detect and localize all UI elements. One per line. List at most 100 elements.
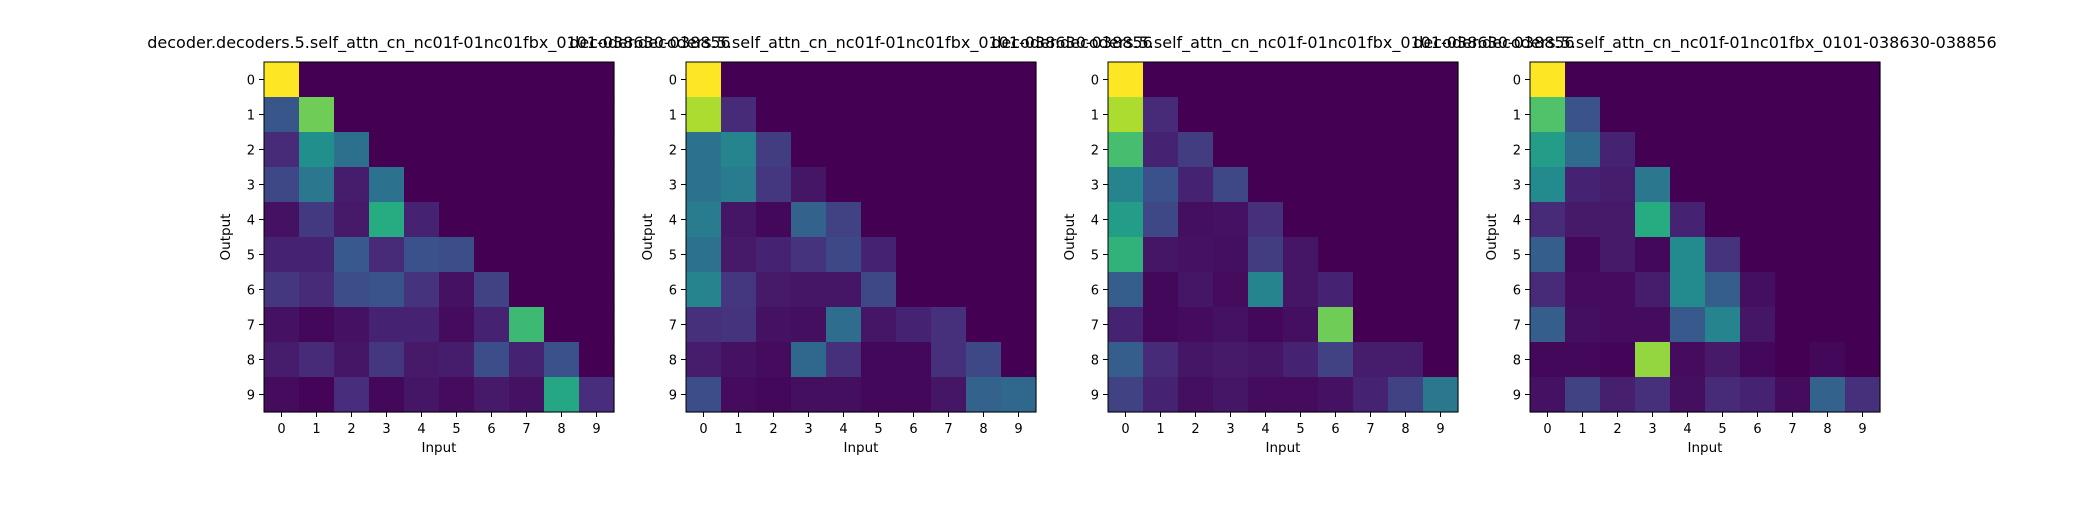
heatmap-cell-r2-c5 — [439, 132, 475, 168]
x-tick-label: 5 — [452, 422, 460, 437]
heatmap-cell-r8-c1 — [299, 342, 335, 378]
heatmap-cell-r3-c2 — [1178, 167, 1214, 203]
heatmap-cell-r3-c4 — [404, 167, 440, 203]
heatmap-cell-r9-c6 — [896, 377, 932, 413]
heatmap-cell-r1-c7 — [931, 97, 967, 133]
heatmap-cell-r0-c1 — [1143, 62, 1179, 98]
heatmap-cell-r6-c3 — [1213, 272, 1249, 308]
x-tick-label: 2 — [347, 422, 355, 437]
heatmap-cell-r2-c4 — [826, 132, 862, 168]
y-tick-label: 4 — [1091, 214, 1099, 229]
heatmap-cell-r2-c3 — [791, 132, 827, 168]
heatmap-cell-r4-c8 — [966, 202, 1002, 238]
heatmap-cell-r4-c7 — [1353, 202, 1389, 238]
heatmap-cell-r7-c4 — [1248, 307, 1284, 343]
y-tick-label: 6 — [669, 284, 677, 299]
heatmap-cell-r5-c8 — [1810, 237, 1846, 273]
heatmap-cell-r0-c2 — [334, 62, 370, 98]
heatmap-cell-r0-c2 — [1178, 62, 1214, 98]
heatmap-cell-r7-c3 — [791, 307, 827, 343]
heatmap-cell-r6-c6 — [474, 272, 510, 308]
heatmap-cell-r5-c6 — [1740, 237, 1776, 273]
heatmap-cell-r0-c3 — [1213, 62, 1249, 98]
heatmap-cell-r6-c5 — [1705, 272, 1741, 308]
heatmap-cell-r9-c2 — [334, 377, 370, 413]
heatmap-cell-r6-c7 — [931, 272, 967, 308]
x-tick-label: 9 — [592, 422, 600, 437]
heatmap-cell-r5-c3 — [1635, 237, 1671, 273]
x-axis-label: Input — [422, 440, 457, 456]
heatmap-cell-r4-c6 — [896, 202, 932, 238]
heatmap-cell-r2-c8 — [1810, 132, 1846, 168]
heatmap-cell-r7-c6 — [474, 307, 510, 343]
y-tick-label: 3 — [1091, 179, 1099, 194]
y-tick-label: 0 — [1091, 74, 1099, 89]
y-tick-label: 2 — [1513, 144, 1521, 159]
heatmap-cell-r0-c5 — [439, 62, 475, 98]
heatmap-cell-r5-c4 — [1670, 237, 1706, 273]
heatmap-cell-r5-c2 — [1178, 237, 1214, 273]
heatmap-cell-r5-c8 — [966, 237, 1002, 273]
heatmap-cell-r3-c3 — [791, 167, 827, 203]
heatmap-cell-r0-c1 — [1565, 62, 1601, 98]
heatmap-cell-r5-c2 — [334, 237, 370, 273]
heatmap-cell-r5-c1 — [299, 237, 335, 273]
heatmap-cell-r3-c4 — [826, 167, 862, 203]
heatmap-cell-r0-c2 — [1600, 62, 1636, 98]
heatmap-cell-r2-c2 — [756, 132, 792, 168]
heatmap-cell-r8-c7 — [1353, 342, 1389, 378]
heatmap-cell-r0-c6 — [1740, 62, 1776, 98]
heatmap-cell-r6-c8 — [966, 272, 1002, 308]
heatmap-cell-r1-c7 — [1775, 97, 1811, 133]
heatmap-cell-r6-c6 — [1318, 272, 1354, 308]
heatmap-cell-r4-c8 — [544, 202, 580, 238]
heatmap-cell-r3-c1 — [299, 167, 335, 203]
axes-frame — [685, 61, 1037, 413]
heatmap-cell-r2-c6 — [1740, 132, 1776, 168]
y-axis-label: Output — [1484, 214, 1500, 261]
x-tick-label: 9 — [1014, 422, 1022, 437]
heatmap-cell-r1-c9 — [579, 97, 615, 133]
heatmap-cell-r1-c2 — [1600, 97, 1636, 133]
heatmap-cell-r2-c7 — [1775, 132, 1811, 168]
y-tick-label: 1 — [1091, 109, 1099, 124]
heatmap-cell-r4-c4 — [1670, 202, 1706, 238]
heatmap-cell-r1-c6 — [1318, 97, 1354, 133]
heatmap-cell-r0-c7 — [931, 62, 967, 98]
heatmap-cell-r6-c2 — [756, 272, 792, 308]
heatmap-cell-r1-c6 — [474, 97, 510, 133]
heatmap-cell-r1-c4 — [826, 97, 862, 133]
x-tick-label: 5 — [1718, 422, 1726, 437]
heatmap-cell-r8-c5 — [1705, 342, 1741, 378]
heatmap-cell-r7-c0 — [1108, 307, 1144, 343]
heatmap-cell-r4-c4 — [404, 202, 440, 238]
heatmap-cell-r9-c3 — [791, 377, 827, 413]
heatmap-cell-r6-c9 — [1845, 272, 1881, 308]
heatmap-cell-r3-c1 — [721, 167, 757, 203]
heatmap-cell-r5-c2 — [756, 237, 792, 273]
heatmap-cell-r2-c2 — [1600, 132, 1636, 168]
x-tick-label: 7 — [1366, 422, 1374, 437]
heatmap-cell-r6-c3 — [791, 272, 827, 308]
x-tick-label: 0 — [1543, 422, 1551, 437]
heatmap-cell-r0-c7 — [1353, 62, 1389, 98]
heatmap-cell-r4-c3 — [1213, 202, 1249, 238]
heatmap-cell-r4-c3 — [369, 202, 405, 238]
heatmap-cell-r1-c1 — [299, 97, 335, 133]
heatmap-cell-r8-c6 — [1740, 342, 1776, 378]
heatmap-cell-r5-c8 — [544, 237, 580, 273]
heatmap-cell-r1-c1 — [721, 97, 757, 133]
heatmap-cell-r6-c6 — [896, 272, 932, 308]
heatmap-panel-1: Input Output 0 1 2 3 4 5 6 7 8 9 0 1 2 3 4 5 6 7 8 9 decoder… — [147, 33, 730, 456]
heatmap-cell-r9-c0 — [264, 377, 300, 413]
heatmap-cell-r3-c1 — [1143, 167, 1179, 203]
heatmap-cell-r7-c5 — [1705, 307, 1741, 343]
heatmap-cell-r0-c7 — [509, 62, 545, 98]
heatmap-cell-r4-c1 — [1143, 202, 1179, 238]
heatmap-cell-r1-c4 — [1248, 97, 1284, 133]
heatmap-cell-r9-c7 — [931, 377, 967, 413]
x-tick-label: 0 — [1121, 422, 1129, 437]
heatmap-cell-r2-c0 — [1530, 132, 1566, 168]
heatmap-cell-r6-c1 — [721, 272, 757, 308]
heatmap-cell-r6-c7 — [1775, 272, 1811, 308]
